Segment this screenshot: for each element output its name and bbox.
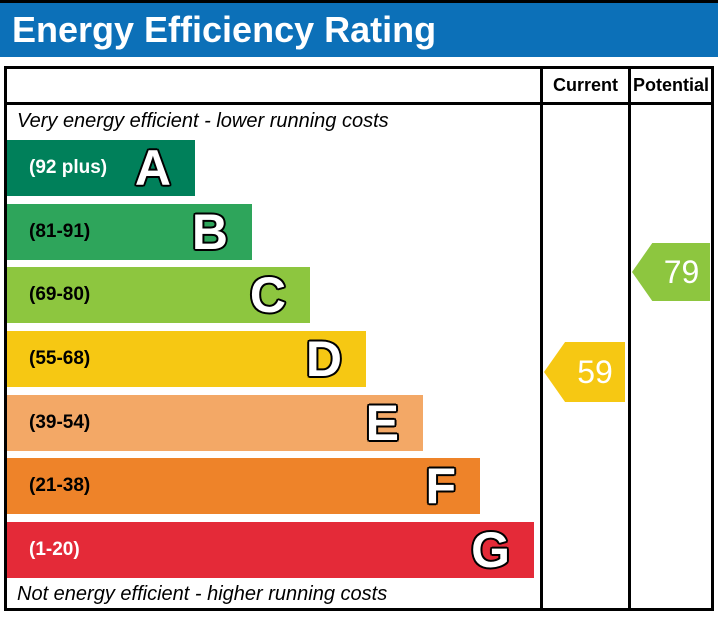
band-range-label: (21-38) <box>29 475 91 496</box>
band-letter: B <box>191 204 230 260</box>
note-very-efficient: Very energy efficient - lower running co… <box>17 110 389 132</box>
header-divider <box>7 102 711 105</box>
band-range-label: (1-20) <box>29 539 80 560</box>
band-range-label: (55-68) <box>29 348 91 369</box>
chart-header: Energy Efficiency Rating <box>0 0 718 57</box>
band-letter: F <box>424 458 457 514</box>
page-title: Energy Efficiency Rating <box>12 9 437 50</box>
band-row-a: (92 plus) A <box>7 140 195 196</box>
rating-table: Current Potential Very energy efficient … <box>4 66 714 611</box>
column-divider <box>628 69 631 608</box>
column-header-potential: Potential <box>632 75 709 95</box>
band-letter: E <box>364 395 400 451</box>
current-rating-value: 59 <box>577 353 613 390</box>
band-row-f: (21-38) F <box>7 458 480 514</box>
band-range-label: (81-91) <box>29 221 91 242</box>
band-row-b: (81-91) B <box>7 204 252 260</box>
column-divider <box>540 69 543 608</box>
band-letter: C <box>249 267 288 323</box>
band-letter: G <box>470 522 511 578</box>
current-rating-arrow: 59 <box>544 342 625 402</box>
band-range-label: (92 plus) <box>29 157 108 178</box>
potential-rating-arrow: 79 <box>632 243 710 301</box>
band-row-d: (55-68) D <box>7 331 366 387</box>
band-range-label: (69-80) <box>29 284 91 305</box>
band-row-g: (1-20) G <box>7 522 534 578</box>
band-row-c: (69-80) C <box>7 267 310 323</box>
potential-rating-value: 79 <box>663 253 700 290</box>
band-range-label: (39-54) <box>29 412 91 433</box>
band-letter: D <box>305 331 344 387</box>
band-row-e: (39-54) E <box>7 395 423 451</box>
band-letter: A <box>134 140 173 196</box>
column-header-current: Current <box>552 75 618 95</box>
note-not-efficient: Not energy efficient - higher running co… <box>17 583 388 605</box>
